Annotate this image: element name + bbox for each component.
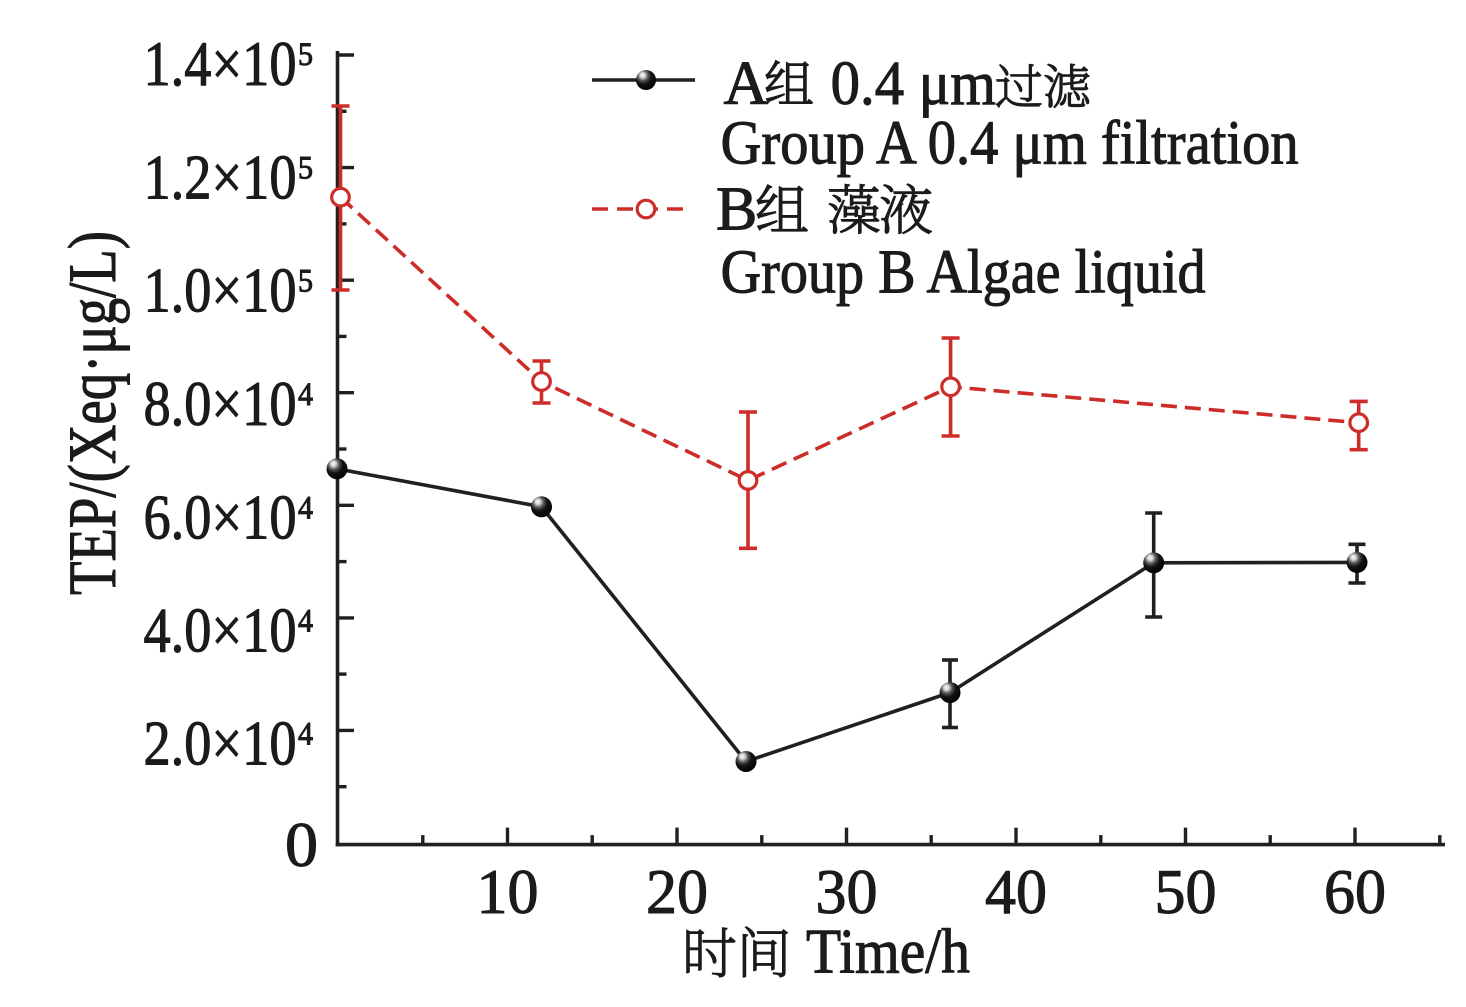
svg-text:Group B Algae liquid: Group B Algae liquid	[721, 238, 1206, 306]
svg-text:20: 20	[646, 857, 708, 927]
svg-text:8.0×10: 8.0×10	[144, 369, 297, 439]
svg-text:4: 4	[298, 717, 313, 753]
svg-text:0: 0	[285, 810, 318, 880]
svg-text:4: 4	[298, 490, 313, 526]
svg-text:5: 5	[298, 151, 313, 187]
svg-text:2.0×10: 2.0×10	[144, 709, 297, 779]
svg-text:60: 60	[1324, 857, 1386, 927]
svg-text:TEP/(Xeq·μg/L): TEP/(Xeq·μg/L)	[54, 231, 130, 595]
svg-text:4.0×10: 4.0×10	[144, 596, 297, 666]
svg-text:B: B	[716, 176, 757, 244]
svg-text:30: 30	[816, 857, 878, 927]
svg-text:1.2×10: 1.2×10	[144, 143, 297, 213]
svg-text:0.4 μm: 0.4 μm	[816, 50, 996, 118]
svg-text:4: 4	[298, 604, 313, 640]
svg-text:40: 40	[985, 857, 1047, 927]
svg-text:50: 50	[1155, 857, 1217, 927]
svg-text:5: 5	[298, 37, 313, 73]
svg-text:10: 10	[477, 857, 539, 927]
svg-text:4: 4	[298, 377, 313, 413]
svg-text:1.4×10: 1.4×10	[144, 29, 297, 99]
svg-text:A: A	[724, 50, 769, 118]
svg-text:6.0×10: 6.0×10	[144, 482, 297, 552]
svg-text:Group A 0.4 μm filtration: Group A 0.4 μm filtration	[721, 110, 1299, 178]
svg-text:5: 5	[298, 264, 313, 300]
svg-text:1.0×10: 1.0×10	[144, 256, 297, 326]
svg-text:Time/h: Time/h	[806, 917, 970, 987]
